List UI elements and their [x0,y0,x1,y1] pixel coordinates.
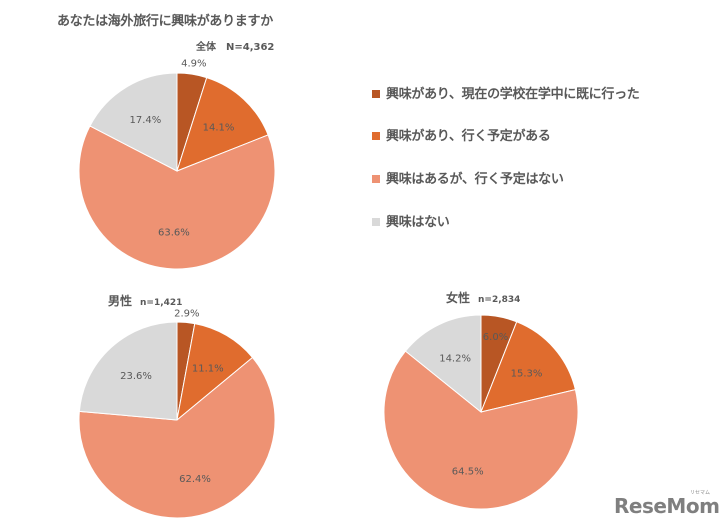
overall-pie: 4.9% 14.1% 63.6% 17.4% [78,59,276,270]
pie-slice [176,76,269,172]
slice-label: 63.6% [158,228,190,239]
legend-item-planned: 興味があり、行く予定がある [372,124,551,144]
legend-swatch [372,218,380,226]
male-n: n=1,421 [140,298,183,308]
legend-swatch [372,132,380,140]
pie-slice [383,350,579,510]
male-pie: 2.9% 11.1% 62.4% 23.6% [78,309,276,519]
pie-slice [78,125,276,270]
slice-label: 6.0% [483,332,508,343]
resemom-logo: ReseMom [614,494,720,518]
pie-slice [480,321,576,413]
slice-label: 17.4% [130,115,162,126]
female-n: n=2,834 [478,295,521,305]
male-label: 男性 [108,294,133,308]
pie-slice [78,321,178,421]
overall-n: N=4,362 [226,42,275,53]
slice-label: 64.5% [452,467,484,478]
pie-slice [404,314,482,414]
overall-subtitle: 全体 N=4,362 [196,38,274,53]
pie-slice [78,356,276,519]
legend-item-no-plan: 興味はあるが、行く予定はない [372,167,564,187]
pie-slice [89,72,178,172]
legend-item-not-interested: 興味はない [372,210,450,230]
overall-label: 全体 [196,42,216,53]
slice-label: 11.1% [192,364,224,375]
legend-swatch [372,90,380,98]
female-label: 女性 [446,291,471,305]
slice-label: 62.4% [179,474,211,485]
slice-label: 2.9% [174,309,199,320]
slice-label: 14.2% [439,354,471,365]
slice-label: 23.6% [120,371,152,382]
chart-title: あなたは海外旅行に興味がありますか [57,14,273,29]
female-chart-label: 女性 n=2,834 [446,289,520,306]
slice-label: 15.3% [511,369,543,380]
resemom-logo-kana: リセマム [690,490,711,496]
slice-label: 4.9% [181,59,206,70]
legend-item-visited: 興味があり、現在の学校在学中に既に行った [372,82,640,102]
slice-label: 14.1% [203,123,235,134]
legend-swatch [372,175,380,183]
male-chart-label: 男性 n=1,421 [108,292,182,309]
female-pie: 6.0% 15.3% 64.5% 14.2% [383,314,579,510]
pie-slice [176,323,254,422]
